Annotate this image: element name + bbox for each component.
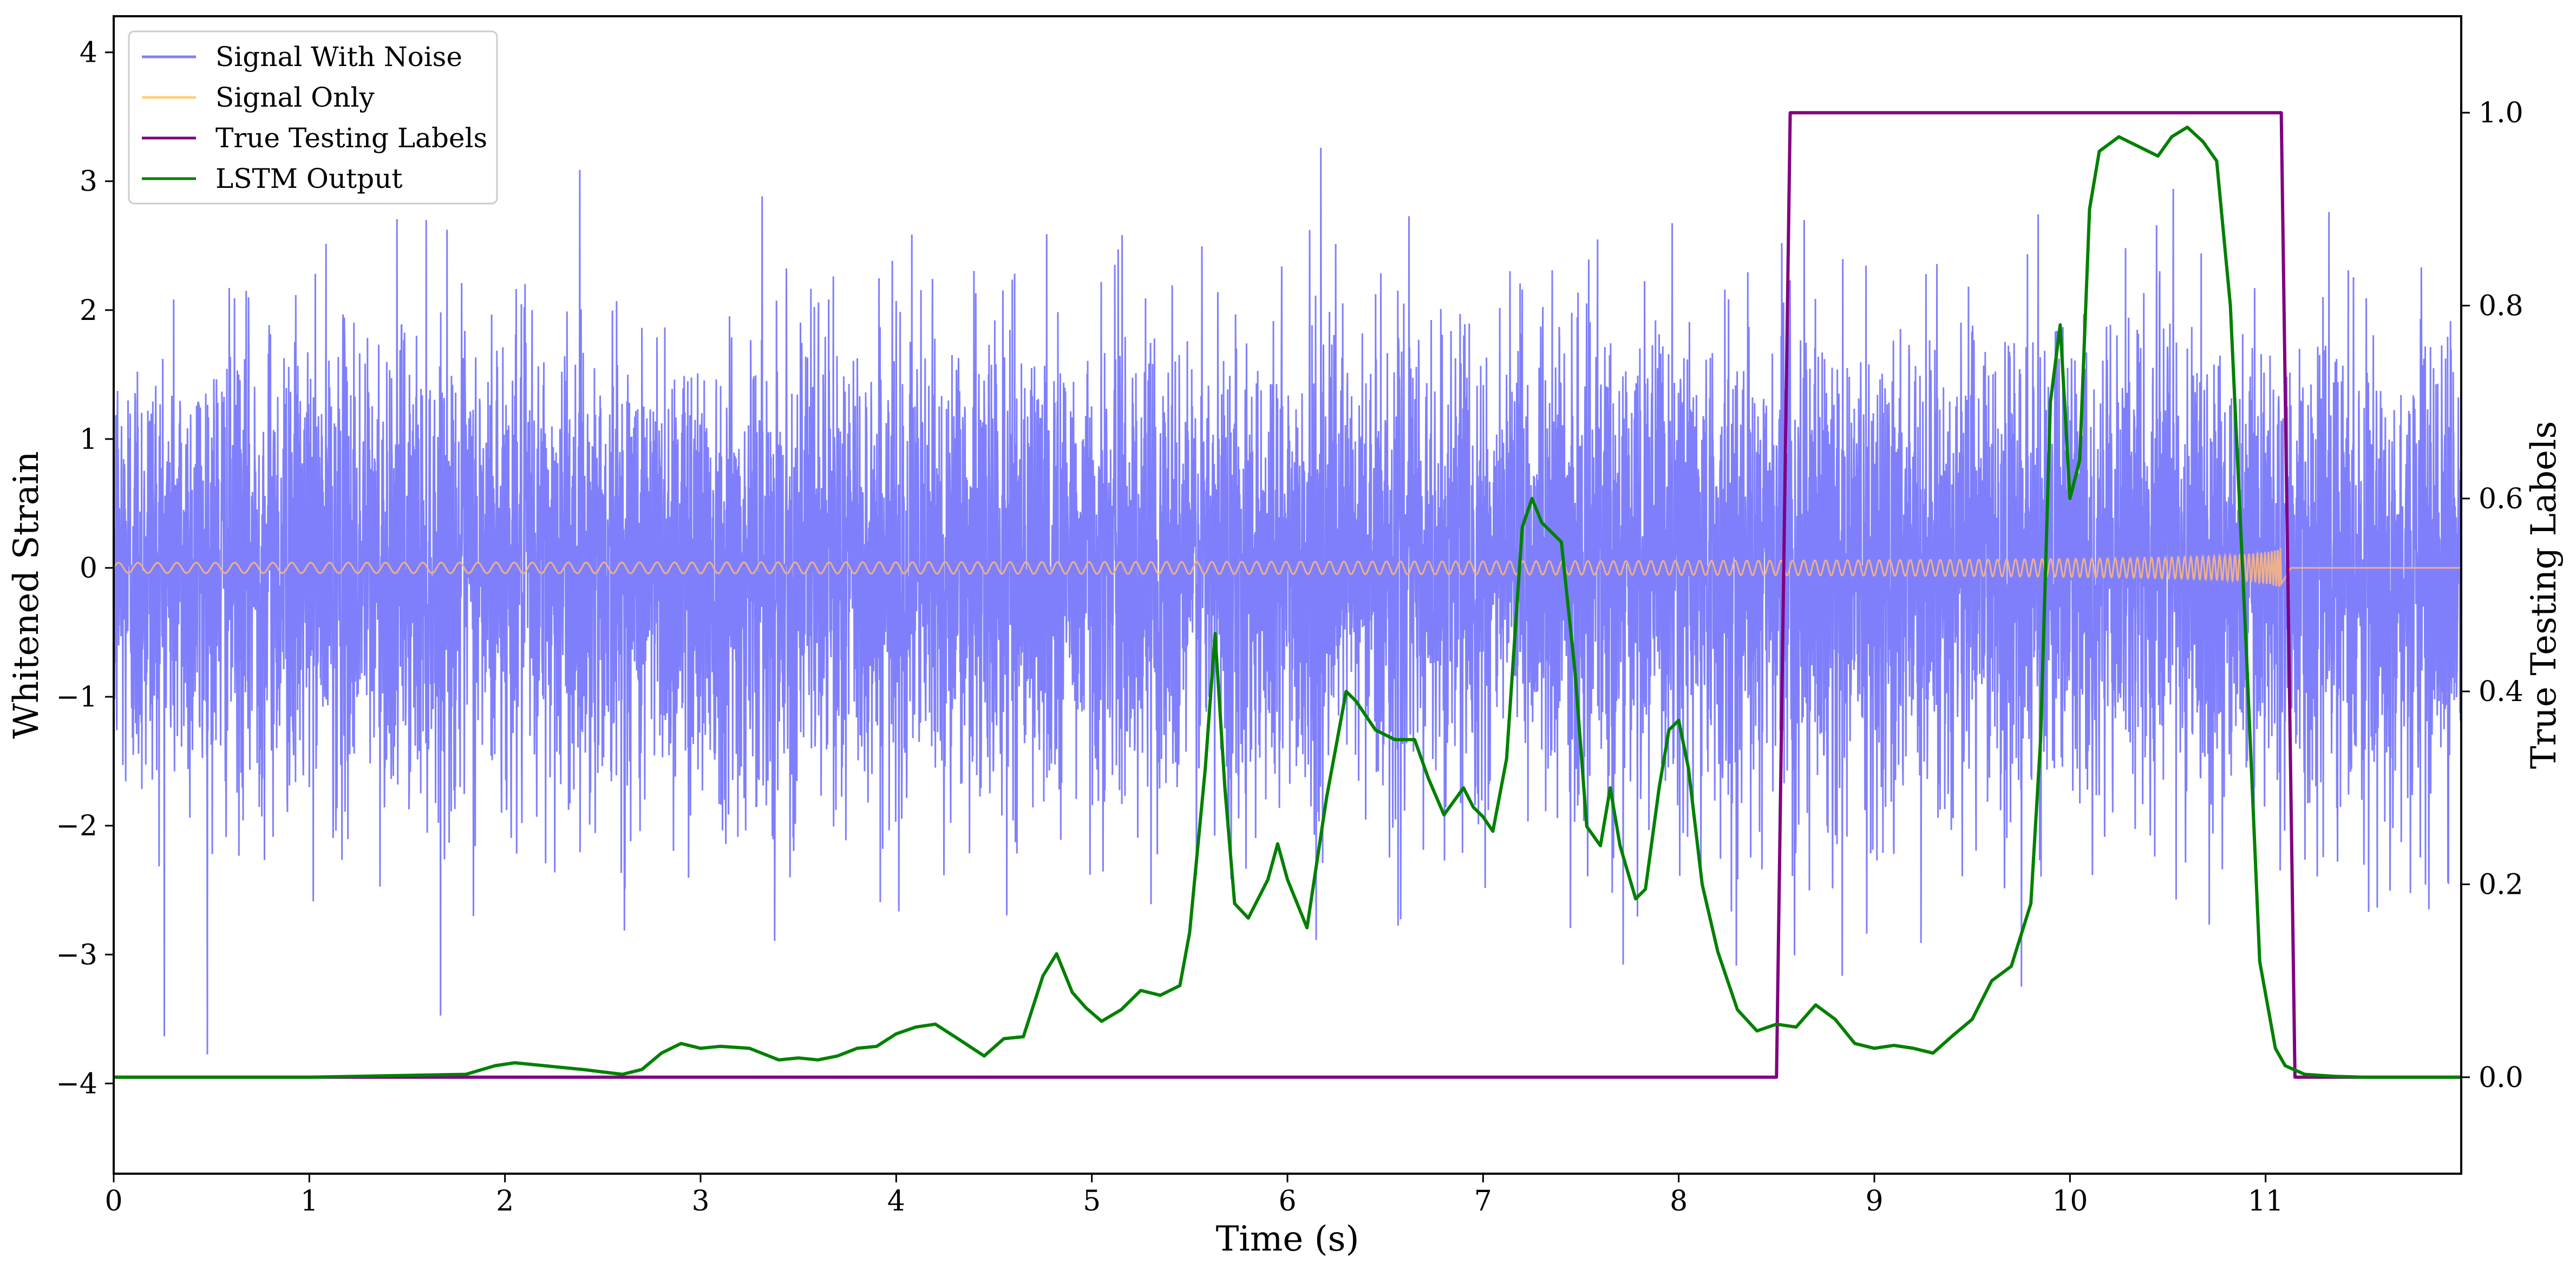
- y-right-tick-label: 0.8: [2479, 290, 2523, 323]
- x-tick-label: 5: [1083, 1185, 1101, 1218]
- y-left-tick-label: −3: [56, 939, 97, 971]
- y-right-tick-label: 0.2: [2479, 869, 2523, 901]
- x-tick-label: 4: [887, 1185, 905, 1218]
- legend-box: [128, 30, 498, 205]
- legend-label-signal-only: Signal Only: [215, 82, 375, 113]
- x-tick-label: 6: [1278, 1185, 1296, 1218]
- x-axis-ticks: 0 1 2 3 4 5 6 7 8 9 10 11: [104, 1174, 2284, 1218]
- x-tick-label: 7: [1474, 1185, 1492, 1218]
- x-tick-label: 11: [2248, 1185, 2284, 1218]
- x-tick-label: 1: [300, 1185, 318, 1218]
- y-left-tick-label: 2: [80, 295, 97, 327]
- legend-label-lstm-output: LSTM Output: [215, 163, 402, 194]
- x-axis-label: Time (s): [1216, 1219, 1359, 1259]
- y-left-tick-label: −4: [56, 1068, 97, 1100]
- y-right-axis-label: True Testing Labels: [2524, 421, 2564, 769]
- x-tick-label: 8: [1670, 1185, 1688, 1218]
- y-left-tick-label: 0: [80, 552, 97, 585]
- x-tick-label: 10: [2052, 1185, 2088, 1218]
- series-signal-with-noise-line: [114, 147, 2461, 1055]
- series-signal-only-line: [114, 548, 2461, 587]
- y-left-tick-label: 3: [80, 166, 97, 198]
- y-left-tick-label: 4: [80, 37, 97, 69]
- x-tick-label: 2: [496, 1185, 514, 1218]
- y-right-tick-label: 1.0: [2479, 97, 2523, 129]
- series-layer: [114, 111, 2461, 1079]
- y-left-axis-ticks: −4 −3 −2 −1 0 1 2 3 4: [56, 37, 114, 1100]
- x-tick-label: 3: [691, 1185, 709, 1218]
- y-right-tick-label: 0.6: [2479, 483, 2523, 515]
- y-right-tick-label: 0.4: [2479, 676, 2523, 708]
- y-right-axis-ticks: 0.0 0.2 0.4 0.6 0.8 1.0: [2461, 97, 2523, 1094]
- y-left-axis-label: Whitened Strain: [6, 451, 47, 738]
- legend-label-true-testing-labels: True Testing Labels: [215, 122, 487, 154]
- y-right-tick-label: 0.0: [2479, 1062, 2523, 1094]
- series-true-testing-labels-line: [114, 111, 2461, 1079]
- x-tick-label: 9: [1865, 1185, 1883, 1218]
- legend: Signal With Noise Signal Only True Testi…: [128, 30, 498, 205]
- legend-label-signal-with-noise: Signal With Noise: [215, 41, 462, 73]
- x-tick-label: 0: [104, 1185, 122, 1218]
- y-left-tick-label: −1: [56, 681, 97, 714]
- y-left-tick-label: 1: [80, 423, 97, 456]
- y-left-tick-label: −2: [56, 810, 97, 842]
- series-lstm-output-line: [114, 125, 2461, 1079]
